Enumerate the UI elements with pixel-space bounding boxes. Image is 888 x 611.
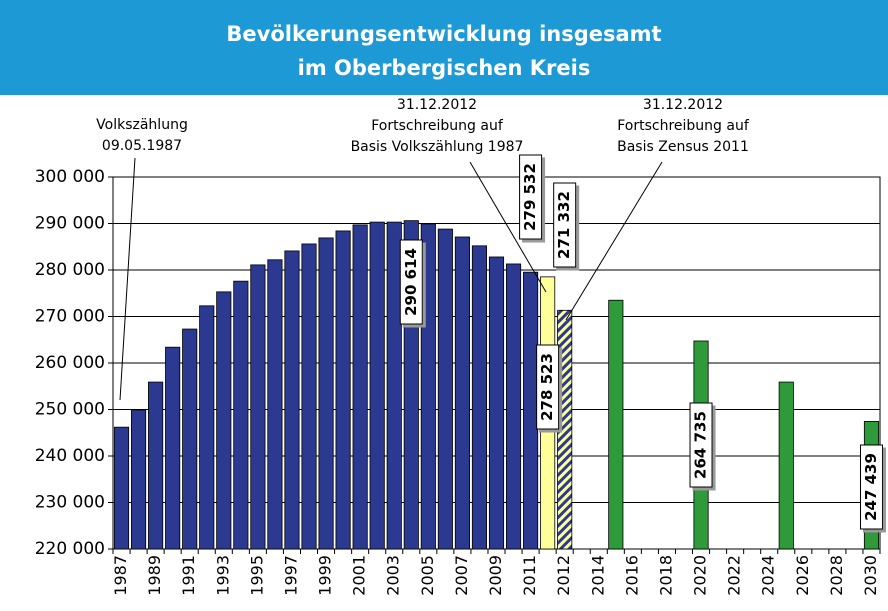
value-label: 278 523 xyxy=(538,353,556,421)
x-tick-label: 2014 xyxy=(588,555,607,596)
bar xyxy=(523,271,539,550)
annotation: 09.05.1987 xyxy=(102,138,182,154)
y-tick-label: 270 000 xyxy=(35,307,105,327)
annotation: Basis Zensus 2011 xyxy=(617,139,749,155)
bar xyxy=(471,245,488,550)
x-tick-label: 1987 xyxy=(111,555,130,596)
annotation: Fortschreibung auf xyxy=(371,118,504,134)
bar xyxy=(284,250,300,550)
x-tick-label: 2018 xyxy=(656,555,675,596)
x-tick-label: 1989 xyxy=(145,555,164,596)
bar xyxy=(454,236,470,550)
bar xyxy=(318,237,334,550)
bar xyxy=(420,223,436,550)
bar xyxy=(369,221,385,550)
value-label: 264 735 xyxy=(692,411,710,479)
value-label-box xyxy=(399,239,423,325)
bar xyxy=(352,224,368,550)
bar xyxy=(131,409,147,550)
x-tick-label: 2028 xyxy=(827,555,846,596)
annotation: Fortschreibung auf xyxy=(617,118,750,134)
value-label-box xyxy=(553,182,577,268)
y-tick-label: 300 000 xyxy=(35,167,105,187)
y-tick-label: 280 000 xyxy=(35,260,105,280)
chart-title: im Oberbergischen Kreis xyxy=(298,56,591,80)
x-tick-label: 2016 xyxy=(622,555,641,596)
bar xyxy=(335,230,351,550)
x-tick-label: 2020 xyxy=(691,555,710,596)
value-label-box xyxy=(536,344,560,430)
y-tick-label: 230 000 xyxy=(35,493,105,513)
bar xyxy=(165,346,181,550)
bar xyxy=(488,256,505,550)
x-tick-label: 1993 xyxy=(213,555,232,596)
header xyxy=(0,0,888,95)
annotation-line xyxy=(469,161,547,293)
y-tick-label: 290 000 xyxy=(35,214,105,234)
bar xyxy=(301,243,317,550)
annotation-line xyxy=(565,161,663,321)
y-tick-label: 220 000 xyxy=(35,539,105,559)
x-tick-label: 2009 xyxy=(486,555,505,596)
bar xyxy=(437,228,453,550)
value-label-box xyxy=(689,402,713,488)
bar xyxy=(233,280,249,550)
bar xyxy=(557,309,573,550)
x-tick-label: 2030 xyxy=(861,555,880,596)
annotation: 31.12.2012 xyxy=(643,97,723,113)
x-tick-label: 2012 xyxy=(554,555,573,596)
bar xyxy=(267,259,283,550)
value-label: 279 532 xyxy=(521,163,539,231)
value-label: 271 332 xyxy=(555,191,573,259)
bar xyxy=(216,291,232,550)
bar xyxy=(386,221,402,550)
bar xyxy=(505,263,522,550)
bar xyxy=(182,328,198,550)
x-tick-label: 1995 xyxy=(247,555,266,596)
value-label: 290 614 xyxy=(402,248,420,316)
x-tick-label: 2003 xyxy=(384,555,403,596)
x-tick-label: 1999 xyxy=(316,555,335,596)
bar xyxy=(148,381,164,550)
chart-title: Bevölkerungsentwicklung insgesamt xyxy=(226,22,661,46)
annotation-line xyxy=(119,157,136,401)
x-tick-label: 1991 xyxy=(179,555,198,596)
y-tick-label: 260 000 xyxy=(35,353,105,373)
x-tick-label: 2024 xyxy=(759,555,778,596)
annotation: Basis Volkszählung 1987 xyxy=(351,139,524,155)
value-label: 247 439 xyxy=(862,453,880,521)
value-label-box xyxy=(519,154,543,240)
bar xyxy=(608,299,624,550)
bar xyxy=(778,381,794,550)
x-tick-label: 2007 xyxy=(452,555,471,596)
x-tick-label: 1997 xyxy=(281,555,300,596)
annotation: 31.12.2012 xyxy=(397,97,477,113)
x-tick-label: 2011 xyxy=(520,555,539,596)
bar xyxy=(113,426,130,550)
value-label-box xyxy=(859,444,883,530)
y-tick-label: 240 000 xyxy=(35,446,105,466)
y-tick-label: 250 000 xyxy=(35,400,105,420)
x-tick-label: 2001 xyxy=(350,555,369,596)
bar xyxy=(199,305,215,550)
bar xyxy=(250,264,266,550)
x-tick-label: 2022 xyxy=(725,555,744,596)
x-tick-label: 2005 xyxy=(418,555,437,596)
x-tick-label: 2026 xyxy=(793,555,812,596)
annotation: Volkszählung xyxy=(96,117,188,133)
